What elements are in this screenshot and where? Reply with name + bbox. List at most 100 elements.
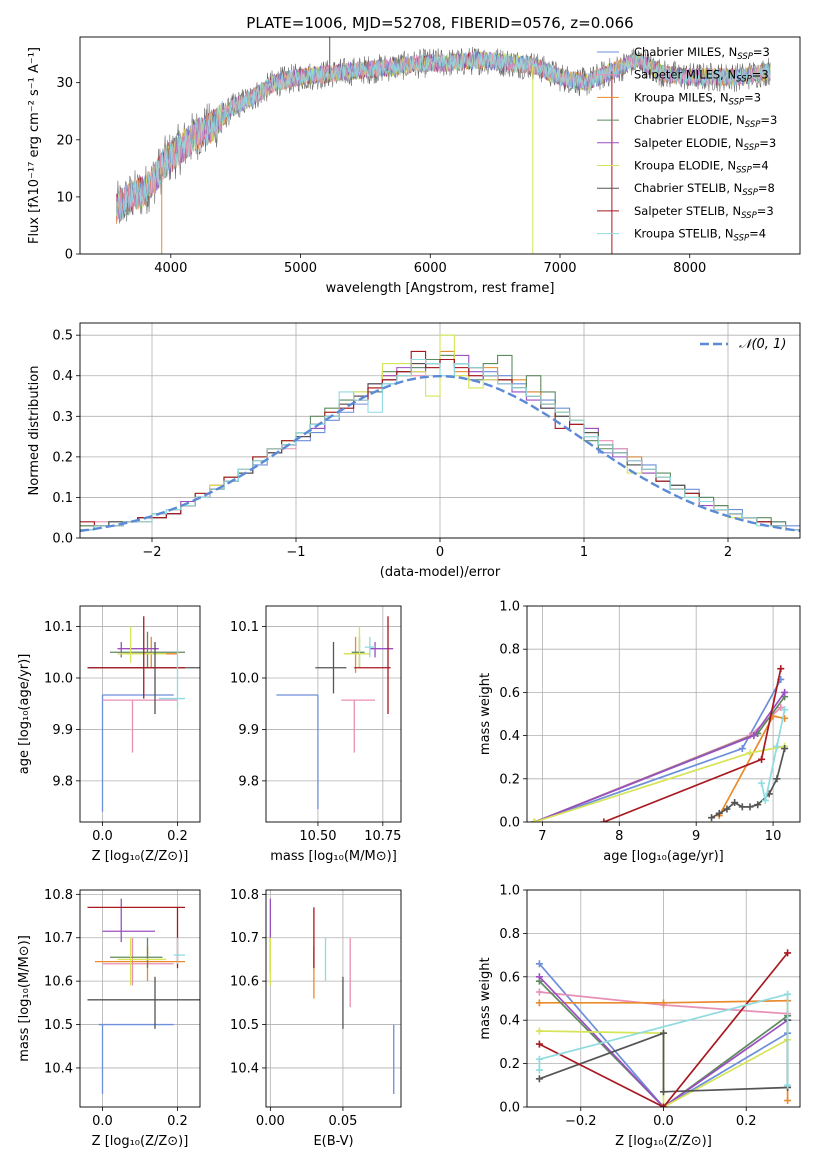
- y-tick-label: 0.0: [52, 532, 73, 547]
- plot-area: [535, 949, 792, 1107]
- x-tick-label: 8: [615, 829, 623, 844]
- legend-entry: 𝒩(0, 1): [739, 337, 786, 352]
- y-tick-label: 0.5: [52, 329, 73, 344]
- legend-entry: Salpeter STELIB, NSSP=3: [634, 204, 774, 221]
- x-axis-label: E(B-V): [313, 1134, 353, 1149]
- plot-area: [87, 616, 200, 812]
- chart-ebv-mass: 0.00 0.05 10.4 10.5 10.6 10.7 10.8 E(B-V): [230, 888, 402, 1149]
- y-tick-label: 30: [56, 76, 73, 91]
- chart-spectrum: 4000 5000 6000 7000 8000 0 10 20 30 wavelength [A…: [27, 36, 801, 296]
- weight-line: [538, 993, 789, 1086]
- y-tick-label: 1.0: [499, 600, 520, 615]
- x-tick-label: 9: [692, 829, 700, 844]
- x-tick-label: 10.75: [364, 829, 401, 844]
- chart-mass-age: 10.50 10.75 9.8 9.9 10.0 10.1 mass [log₁₀(M/M⊙…: [230, 605, 402, 864]
- weight-marker: [535, 988, 543, 996]
- y-axis-label: mass [log₁₀(M/M⊙)]: [17, 935, 32, 1062]
- weight-marker: [784, 990, 792, 998]
- legend-label: Kroupa ELODIE, N: [634, 159, 736, 173]
- weight-marker: [761, 796, 769, 804]
- legend-subscript: SSP: [745, 120, 761, 130]
- legend-label: Kroupa STELIB, N: [634, 227, 734, 241]
- y-axis-label: age [log₁₀(age/yr)]: [17, 654, 32, 775]
- axes-frame: [79, 36, 801, 255]
- x-axis-label: Z [log₁₀(Z/Z⊙)]: [92, 849, 189, 864]
- y-tick-label: 0.4: [499, 729, 520, 744]
- axes-frame: [526, 889, 801, 1108]
- weight-marker: [535, 1055, 543, 1063]
- y-tick-label: 0.3: [52, 410, 73, 425]
- y-tick-label: 10.6: [44, 975, 73, 990]
- weight-marker: [784, 1096, 792, 1104]
- weight-marker: [750, 732, 758, 740]
- y-tick-label: 10.4: [44, 1061, 73, 1076]
- legend-label: Salpeter MILES, N: [634, 68, 736, 82]
- x-axis-label: (data-model)/error: [380, 565, 501, 580]
- y-tick-label: 0.4: [52, 369, 73, 384]
- y-tick-label: 0.8: [499, 927, 520, 942]
- weight-marker: [535, 1040, 543, 1048]
- y-axis-label: Normed distribution: [27, 366, 42, 496]
- weight-line: [538, 976, 789, 1107]
- weight-marker: [531, 818, 539, 822]
- chart-z-mass: 0.0 0.2 10.4 10.5 10.6 10.7 10.8 Z [log₁₀(Z/Z⊙)…: [17, 888, 201, 1149]
- weight-marker: [535, 973, 543, 981]
- weight-marker: [535, 1075, 543, 1083]
- weight-marker: [781, 688, 789, 696]
- weight-marker: [715, 809, 723, 817]
- weight-marker: [784, 1081, 792, 1089]
- y-tick-label: 0.6: [499, 686, 520, 701]
- weight-marker: [754, 801, 762, 809]
- x-tick-label: 0.2: [167, 829, 188, 844]
- legend-entry: Salpeter MILES, NSSP=3: [634, 68, 769, 85]
- axes-frame: [79, 889, 201, 1108]
- y-tick-label: 20: [56, 133, 73, 148]
- weight-marker: [708, 814, 716, 822]
- x-tick-label: 6000: [414, 261, 447, 276]
- x-tick-label: 2: [724, 545, 732, 560]
- plot-area: [80, 334, 800, 533]
- plot-area: [116, 37, 771, 254]
- y-tick-label: 10.4: [230, 1061, 259, 1076]
- legend-value: =8: [758, 181, 775, 195]
- weight-line: [538, 963, 789, 1107]
- weight-line: [760, 709, 786, 801]
- legend-value: =3: [752, 68, 769, 82]
- legend-subscript: SSP: [736, 166, 752, 176]
- y-tick-label: 0.6: [499, 970, 520, 985]
- y-tick-label: 0: [65, 248, 73, 263]
- y-tick-label: 10.1: [44, 620, 73, 635]
- plot-area: [531, 665, 789, 822]
- legend-entry: Kroupa STELIB, NSSP=4: [634, 227, 766, 244]
- y-tick-label: 0.1: [52, 491, 73, 506]
- weight-marker: [600, 818, 608, 822]
- y-tick-label: 10.1: [230, 620, 259, 635]
- y-axis-label: Flux [fλ10⁻¹⁷ erg cm⁻² s⁻¹ A⁻¹]: [27, 47, 42, 244]
- y-tick-label: 9.9: [52, 723, 73, 738]
- weight-marker: [660, 1103, 667, 1107]
- legend-value: =3: [757, 204, 774, 218]
- x-tick-label: −0.2: [565, 1114, 597, 1129]
- weight-line: [534, 706, 782, 822]
- legend-subscript: SSP: [737, 52, 753, 62]
- weight-line: [534, 745, 785, 822]
- weight-marker: [773, 742, 781, 750]
- y-tick-label: 10.0: [230, 672, 259, 687]
- y-tick-label: 0.2: [499, 772, 520, 787]
- legend-subscript: SSP: [744, 143, 760, 153]
- legend-entry: Chabrier MILES, NSSP=3: [634, 45, 770, 62]
- legend-entry: Chabrier STELIB, NSSP=8: [634, 181, 775, 198]
- x-axis-label: wavelength [Angstrom, rest frame]: [326, 281, 555, 296]
- y-tick-label: 10.8: [44, 888, 73, 903]
- legend-subscript: SSP: [736, 75, 752, 85]
- legend-subscript: SSP: [742, 188, 758, 198]
- legend-subscript: SSP: [734, 234, 750, 244]
- weight-marker: [535, 1027, 543, 1035]
- normal-curve: [80, 375, 800, 533]
- x-tick-label: 0.05: [328, 1114, 357, 1129]
- x-tick-label: 0.2: [736, 1114, 757, 1129]
- y-tick-label: 10.7: [44, 931, 73, 946]
- y-tick-label: 0.0: [499, 1101, 520, 1116]
